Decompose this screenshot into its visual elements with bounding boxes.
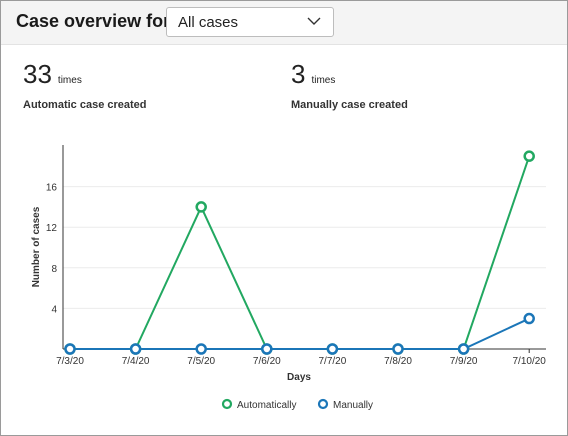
x-tick-label: 7/10/20 xyxy=(513,356,547,367)
x-tick-label: 7/6/20 xyxy=(253,356,281,367)
y-axis-label: Number of cases xyxy=(31,206,42,287)
y-tick-label: 8 xyxy=(51,264,57,275)
stat-automatic-unit: times xyxy=(57,75,82,86)
data-point-manually xyxy=(64,343,76,355)
x-axis-label: Days xyxy=(287,372,311,383)
data-point-manually xyxy=(195,343,207,355)
series-line-automatically xyxy=(70,155,531,350)
x-tick-label: 7/5/20 xyxy=(187,356,215,367)
x-tick-label: 7/3/20 xyxy=(56,356,84,367)
legend-marker-manually xyxy=(317,398,329,410)
data-point-manually xyxy=(326,343,339,355)
page-title: Case overview for xyxy=(16,11,171,31)
dropdown-selected-value: All cases xyxy=(178,14,239,31)
legend-label-manually: Manually xyxy=(333,400,373,411)
x-tick-label: 7/7/20 xyxy=(318,356,346,367)
stat-manual-value: 3 xyxy=(291,59,306,89)
chevron-down-icon xyxy=(307,17,321,25)
data-point-automatically xyxy=(195,201,207,213)
y-tick-label: 4 xyxy=(51,304,57,315)
stat-manual: 3 times xyxy=(291,59,335,90)
stat-automatic-value: 33 xyxy=(23,59,52,89)
stat-automatic-label: Automatic case created xyxy=(23,99,147,111)
series-line-manually xyxy=(70,317,530,350)
x-tick-label: 7/8/20 xyxy=(384,356,412,367)
x-tick-label: 7/4/20 xyxy=(122,356,150,367)
panel-header: Case overview for All cases xyxy=(1,1,567,45)
data-point-manually xyxy=(392,343,404,355)
cases-line-chart: 4 8 12 16 7/3/20 7/4/20 7/5/20 7/6/20 7/7/20 7/8/… xyxy=(31,145,547,411)
data-point-manually xyxy=(129,343,142,355)
data-point-manually xyxy=(523,312,535,325)
stat-manual-unit: times xyxy=(311,75,336,86)
data-point-manually xyxy=(457,343,470,355)
data-point-automatically xyxy=(523,150,535,162)
data-point-manually xyxy=(261,343,273,355)
stat-manual-label: Manually case created xyxy=(291,99,408,111)
y-tick-label: 12 xyxy=(46,223,58,234)
stat-automatic: 33 times xyxy=(23,59,82,90)
y-tick-label: 16 xyxy=(46,183,58,194)
legend-label-automatically: Automatically xyxy=(237,400,296,411)
x-tick-label: 7/9/20 xyxy=(450,356,478,367)
legend-marker-automatically xyxy=(221,398,233,410)
case-type-dropdown[interactable]: All cases xyxy=(166,7,334,37)
